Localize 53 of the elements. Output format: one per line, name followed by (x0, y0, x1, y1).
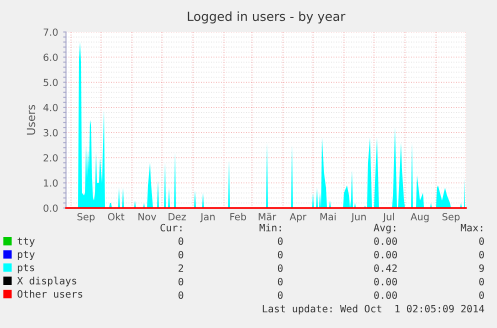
x-tick-label: Dez (168, 213, 186, 220)
text: Max: (460, 224, 482, 232)
text: 0 (479, 278, 484, 286)
text: 0 (278, 278, 283, 286)
text: 0 (278, 237, 283, 245)
text: 0 (178, 291, 184, 299)
chart-title: Logged in users - by year (188, 11, 346, 24)
y-tick-label: 6.0 (44, 54, 58, 61)
text: Min: (260, 224, 281, 232)
y-tick-label: 0.0 (44, 204, 58, 212)
x-tick-label: Feb (230, 212, 246, 220)
text: 0.00 (374, 278, 397, 286)
text: 0.42 (374, 264, 397, 272)
y-tick-label: 5.0 (44, 78, 58, 86)
y-tick-label: 1.0 (44, 179, 58, 187)
x-tick-label: Mai (320, 212, 336, 220)
text: Last update: Wed Oct 1 02:05:09 2014 (262, 304, 484, 314)
x-tick-label: Sep (77, 213, 95, 222)
legend-label: pts (18, 264, 34, 274)
y-tick-label: 2.0 (44, 154, 58, 162)
x-tick-label: Jul (382, 212, 394, 222)
text: 0 (479, 237, 484, 245)
text: 0 (178, 237, 184, 245)
x-tick-label: Apr (290, 213, 306, 222)
x-tick-label: Okt (108, 212, 124, 220)
text: 0.00 (374, 237, 397, 245)
text: 0 (278, 291, 283, 299)
x-tick-label: Nov (138, 213, 156, 220)
text: 0 (278, 264, 283, 272)
x-tick-label: Mär (258, 212, 276, 220)
legend-label: tty (18, 238, 35, 247)
text: 0 (178, 278, 184, 286)
text: 0 (278, 250, 283, 258)
x-tick-label: Sep (442, 213, 460, 222)
text: 0.00 (374, 250, 397, 258)
legend-label: X displays (17, 276, 76, 286)
y-tick-label: 4.0 (43, 104, 58, 112)
text: Cur: (160, 224, 182, 232)
x-tick-label: Jan (200, 213, 215, 222)
y-tick-label: 7.0 (44, 28, 58, 36)
legend-label: pty (18, 250, 35, 260)
text: 0.00 (374, 291, 397, 299)
text: 2 (178, 264, 184, 272)
text: 0 (479, 250, 484, 258)
text: 0 (178, 250, 184, 258)
text: 9 (479, 264, 484, 272)
x-tick-label: Aug (410, 213, 429, 222)
text: 0 (479, 291, 484, 299)
text: Avg: (374, 224, 396, 234)
y-tick-label: 3.0 (44, 129, 58, 136)
y-axis-title: Users (26, 104, 36, 135)
legend-label: Other users (18, 290, 82, 298)
x-tick-label: Jun (350, 213, 366, 222)
